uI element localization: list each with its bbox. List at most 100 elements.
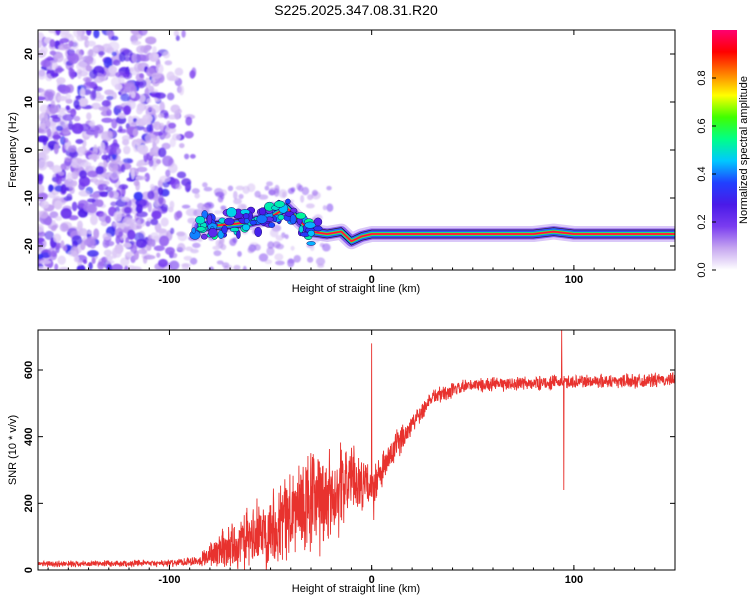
noise-blob: [161, 142, 171, 150]
noise-blob: [181, 263, 190, 270]
noise-blob: [227, 185, 234, 192]
noise-blob: [71, 235, 83, 246]
noise-blob: [266, 181, 273, 187]
signal-blob: [268, 222, 276, 228]
noise-blob: [68, 40, 74, 47]
noise-blob: [75, 139, 84, 144]
noise-blob: [282, 191, 287, 198]
signal-blob: [313, 217, 323, 227]
snr-series-line: [38, 330, 675, 570]
noise-blob: [149, 183, 155, 191]
spectrogram-y-label: Frequency (Hz): [7, 112, 19, 188]
noise-blob: [86, 112, 92, 121]
noise-blob: [269, 228, 279, 238]
noise-blob: [102, 233, 112, 241]
noise-blob: [221, 262, 230, 268]
noise-blob: [326, 185, 332, 191]
noise-blob: [187, 217, 197, 224]
y-tick-label: 0: [23, 567, 35, 573]
noise-blob: [305, 203, 315, 209]
noise-blob: [76, 61, 88, 72]
noise-blob: [132, 128, 139, 137]
colorbar-tick-label: 0.0: [696, 262, 708, 277]
noise-blob: [164, 60, 173, 66]
noise-blob: [80, 161, 92, 168]
signal-blob: [206, 214, 213, 225]
signal-blob: [285, 198, 291, 205]
x-tick-label: 0: [369, 574, 375, 586]
noise-blob: [148, 85, 155, 93]
noise-blob: [65, 105, 71, 111]
noise-blob: [127, 115, 133, 125]
noise-blob: [101, 100, 111, 107]
noise-blob: [49, 50, 57, 56]
noise-blob: [123, 105, 131, 116]
noise-blob: [275, 234, 284, 241]
noise-blob: [104, 240, 115, 247]
noise-blob: [155, 228, 167, 234]
noise-blob: [120, 164, 126, 173]
noise-blob: [122, 217, 133, 228]
noise-blob: [106, 144, 117, 155]
noise-blob: [131, 40, 142, 46]
noise-blob: [135, 175, 147, 181]
noise-blob: [145, 36, 157, 45]
noise-blob: [153, 245, 165, 252]
noise-blob: [84, 56, 94, 65]
noise-blob: [97, 183, 109, 191]
noise-blob: [118, 125, 123, 133]
noise-blob: [130, 168, 135, 180]
y-tick-label: -10: [23, 190, 35, 206]
noise-blob: [242, 185, 250, 194]
noise-blob: [69, 186, 75, 195]
noise-blob: [75, 95, 81, 101]
noise-blob: [136, 162, 142, 167]
noise-blob: [38, 231, 46, 238]
noise-blob: [54, 200, 63, 210]
noise-blob: [125, 251, 134, 257]
noise-blob: [39, 210, 49, 219]
noise-blob: [111, 35, 119, 41]
signal-blob: [277, 214, 285, 221]
noise-blob: [38, 153, 50, 162]
noise-blob: [121, 135, 131, 142]
noise-blob: [78, 176, 91, 187]
noise-blob: [59, 223, 69, 232]
noise-blob: [58, 171, 65, 176]
noise-blob: [58, 85, 71, 95]
noise-blob: [190, 248, 199, 254]
noise-blob: [184, 130, 194, 139]
x-tick-label: -100: [158, 274, 180, 286]
noise-blob: [71, 122, 84, 134]
noise-blob: [162, 155, 174, 167]
noise-blob: [311, 189, 318, 197]
signal-blob: [243, 218, 250, 224]
noise-blob: [38, 237, 45, 243]
noise-blob: [50, 72, 59, 78]
noise-blob: [157, 187, 164, 196]
noise-blob: [297, 184, 304, 192]
noise-blob: [76, 264, 86, 270]
noise-blob: [121, 49, 133, 57]
noise-blob: [117, 112, 126, 119]
x-tick-label: 100: [565, 574, 583, 586]
noise-blob: [111, 118, 118, 129]
noise-blob: [144, 133, 157, 143]
noise-blob: [89, 119, 96, 128]
noise-blob: [105, 260, 115, 265]
noise-blob: [118, 231, 123, 238]
noise-blob: [51, 164, 62, 174]
noise-blob: [191, 188, 200, 194]
noise-blob: [84, 238, 96, 247]
noise-blob: [130, 244, 138, 255]
noise-blob: [87, 198, 96, 203]
noise-blob: [104, 89, 115, 96]
noise-blob: [56, 77, 66, 85]
noise-blob: [38, 173, 44, 182]
noise-blob: [184, 153, 190, 160]
noise-blob: [70, 159, 78, 169]
noise-blob: [175, 183, 182, 190]
noise-blob: [93, 30, 100, 39]
noise-blob: [79, 170, 87, 179]
